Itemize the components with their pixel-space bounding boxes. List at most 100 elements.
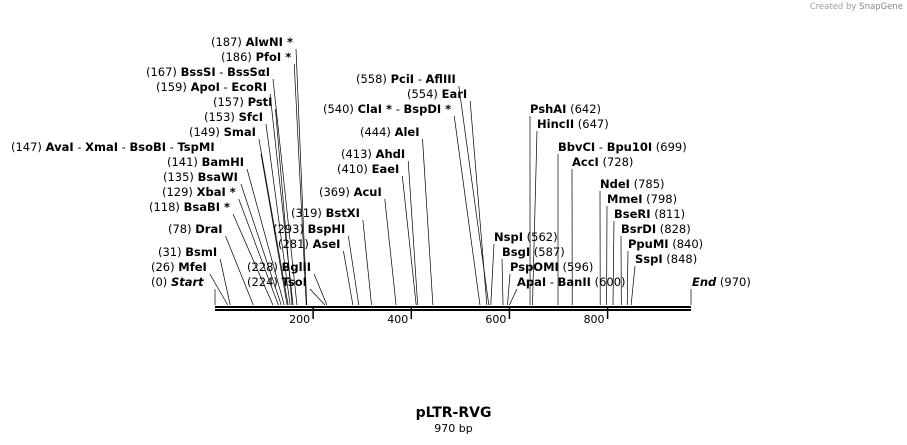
site-leader-line — [225, 235, 254, 306]
site-leader-line — [612, 220, 615, 306]
enzyme-site-label: (540) ClaI * - BspDI * — [323, 102, 451, 116]
site-position: (147) — [11, 140, 46, 154]
site-position: (562) — [523, 230, 558, 244]
site-leader-line — [246, 168, 285, 306]
enzyme-name: AseI — [313, 237, 341, 251]
enzyme-site-label: (369) AcuI — [319, 185, 382, 199]
site-position: (186) — [221, 50, 256, 64]
enzyme-name: AlwNI * — [246, 35, 293, 49]
enzyme-name: BssSαI — [227, 65, 270, 79]
site-leader-line — [238, 198, 279, 306]
site-leader-line — [469, 100, 488, 306]
site-leader-line — [384, 198, 397, 306]
site-separator: - — [118, 140, 129, 154]
enzyme-name: AcuI — [354, 185, 382, 199]
enzyme-site-label: (147) AvaI - XmaI - BsoBI - TspMI — [11, 140, 215, 154]
end-name: End — [692, 275, 717, 289]
site-position: (153) — [204, 110, 239, 124]
start-name: Start — [171, 275, 204, 289]
map-length: 970 bp — [434, 422, 473, 435]
enzyme-name: MmeI — [607, 192, 643, 206]
enzyme-site-label: PspOMI (596) — [510, 260, 593, 274]
enzyme-name: BglII — [282, 260, 312, 274]
site-leader-line — [509, 288, 518, 306]
enzyme-name: XbaI * — [197, 185, 236, 199]
site-leader-line — [401, 175, 417, 306]
site-leader-line — [453, 115, 481, 306]
enzyme-name: NdeI — [600, 177, 630, 191]
enzyme-name: ApoI — [191, 80, 220, 94]
site-position: (129) — [162, 185, 197, 199]
site-position: (413) — [341, 147, 376, 161]
site-leader-line — [295, 48, 308, 306]
enzyme-site-label: (228) BglII — [247, 260, 311, 274]
enzyme-site-label: (554) EarI — [407, 87, 467, 101]
site-leader-line — [232, 213, 274, 306]
site-leader-line — [362, 219, 372, 306]
enzyme-site-label: ApaI - BanII (600) — [517, 275, 626, 289]
site-position: (228) — [247, 260, 282, 274]
site-position: (410) — [337, 162, 372, 176]
site-position: (587) — [530, 245, 565, 259]
enzyme-site-label: BsgI (587) — [502, 245, 565, 259]
enzyme-name: MfeI — [178, 260, 207, 274]
enzyme-name: SfcI — [239, 110, 263, 124]
enzyme-site-label: (293) BspHI — [273, 222, 345, 236]
enzyme-site-label: BbvCI - Bpu10I (699) — [558, 140, 687, 154]
site-position: (319) — [291, 206, 326, 220]
site-position: (699) — [652, 140, 687, 154]
site-leader-line — [258, 138, 289, 306]
enzyme-name: Bpu10I — [607, 140, 652, 154]
site-position: (558) — [356, 72, 391, 86]
enzyme-site-label: (187) AlwNI * — [211, 35, 293, 49]
enzyme-name: BssSI — [181, 65, 216, 79]
enzyme-name: BsoBI — [129, 140, 166, 154]
site-position: (135) — [163, 170, 198, 184]
site-leader-line — [260, 153, 288, 306]
site-separator: - — [546, 275, 557, 289]
site-leader-line — [490, 243, 495, 306]
enzyme-site-label: AccI (728) — [572, 155, 633, 169]
enzyme-site-label: (157) PstI — [213, 95, 272, 109]
enzyme-name: ApaI — [517, 275, 546, 289]
site-separator: - — [414, 72, 425, 86]
enzyme-name: PfoI * — [256, 50, 292, 64]
enzyme-name: ClaI * — [358, 102, 392, 116]
enzyme-name: BsaWI — [198, 170, 238, 184]
enzyme-site-label: (26) MfeI — [151, 260, 207, 274]
enzyme-site-label: (31) BsmI — [158, 245, 217, 259]
enzyme-site-label: (410) EaeI — [337, 162, 399, 176]
restriction-map: 200 400 600 800(26) MfeI(31) BsmI(78) DraI(… — [11, 35, 751, 326]
site-position: (118) — [149, 200, 184, 214]
site-position: (444) — [360, 125, 395, 139]
site-position: (31) — [158, 245, 185, 259]
enzyme-name: PspOMI — [510, 260, 559, 274]
site-position: (159) — [156, 80, 191, 94]
site-separator: - — [166, 140, 177, 154]
enzyme-site-label: PpuMI (840) — [628, 237, 703, 251]
enzyme-site-label: MmeI (798) — [607, 192, 677, 206]
enzyme-name: AvaI — [46, 140, 74, 154]
enzyme-site-label: (413) AhdI — [341, 147, 405, 161]
site-position: (187) — [211, 35, 246, 49]
enzyme-name: BsaBI * — [184, 200, 230, 214]
enzyme-site-label: (149) SmaI — [189, 125, 256, 139]
site-leader-line — [275, 108, 293, 306]
start-position: (0) — [151, 275, 171, 289]
site-leader-line — [407, 160, 419, 306]
enzyme-name: PciI — [391, 72, 414, 86]
site-leader-line — [422, 138, 434, 306]
enzyme-site-label: NspI (562) — [494, 230, 558, 244]
site-leader-line — [501, 258, 504, 306]
site-position: (78) — [168, 222, 195, 236]
enzyme-name: AleI — [395, 125, 420, 139]
site-leader-line — [507, 273, 511, 306]
enzyme-name: BsrDI — [621, 222, 656, 236]
enzyme-name: AccI — [572, 155, 599, 169]
enzyme-site-label: (78) DraI — [168, 222, 223, 236]
site-position: (281) — [278, 237, 313, 251]
enzyme-site-label: (167) BssSI - BssSαI — [146, 65, 270, 79]
scale-tick-label: 200 — [289, 313, 310, 326]
enzyme-name: XmaI — [85, 140, 118, 154]
enzyme-site-label: SspI (848) — [635, 252, 697, 266]
